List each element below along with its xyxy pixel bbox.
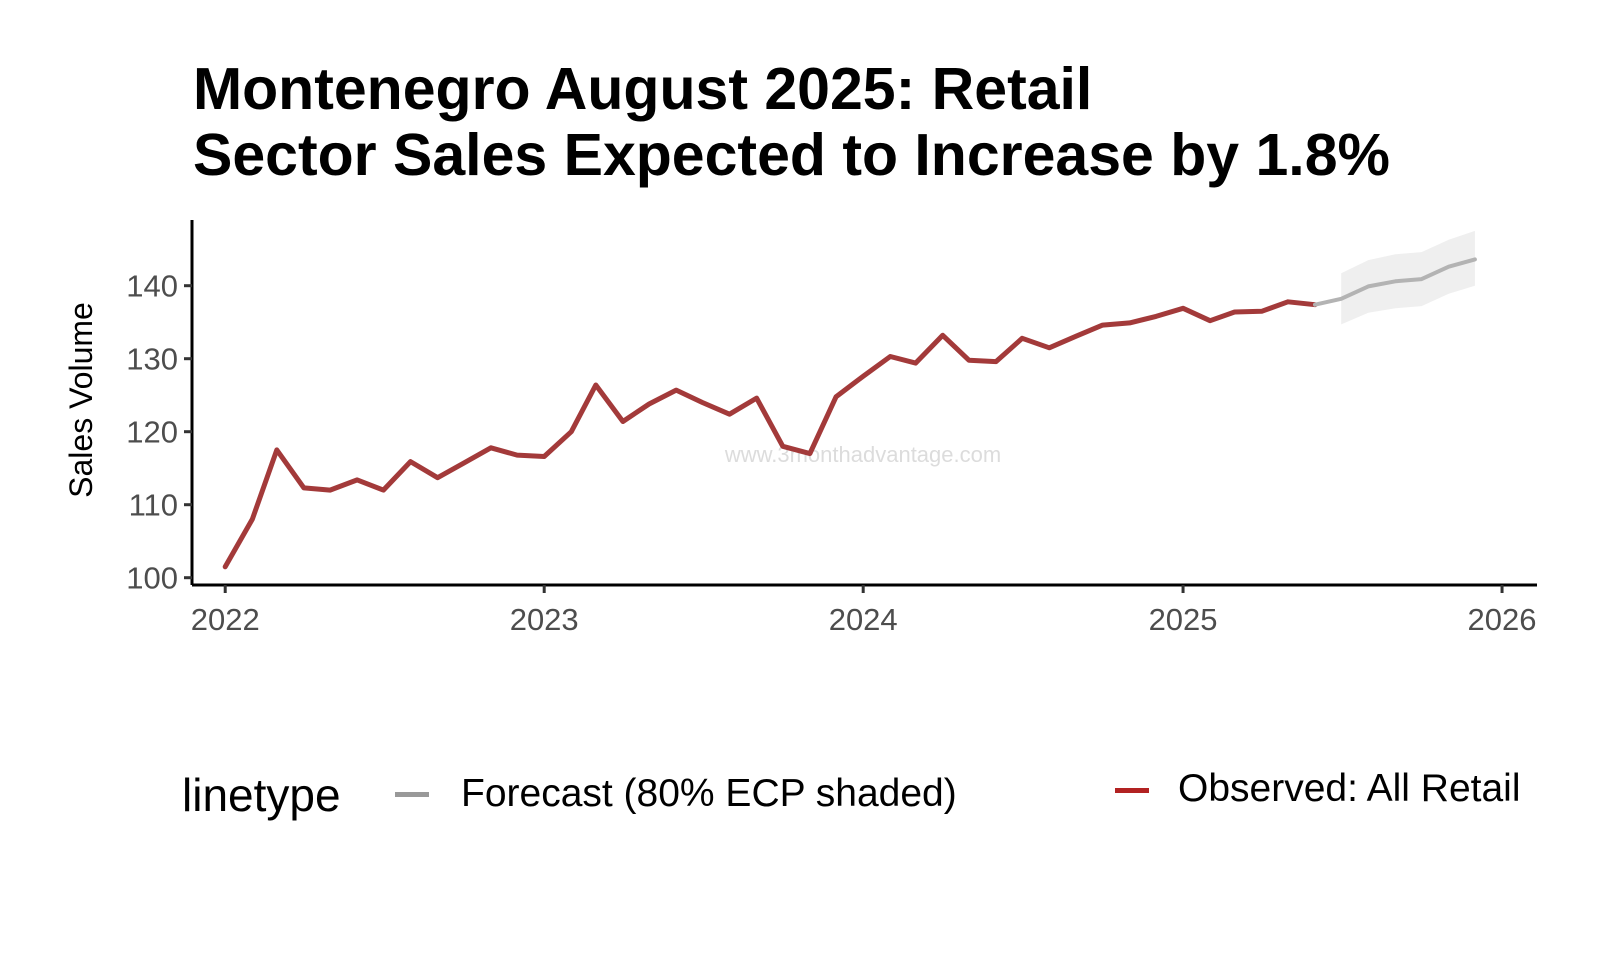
- series-layer: [222, 257, 1477, 570]
- y-tick-layer: 100 110 120 130 140: [126, 269, 192, 596]
- x-tick-label: 2023: [510, 602, 579, 637]
- legend-label-observed: Observed: All Retail: [1178, 767, 1521, 810]
- forecast-series-line: [1313, 257, 1477, 307]
- legend-label-forecast: Forecast (80% ECP shaded): [461, 772, 957, 815]
- x-tick-label: 2022: [191, 602, 260, 637]
- watermark: www.3monthadvantage.com: [724, 442, 1001, 467]
- legend-title: linetype: [182, 769, 341, 821]
- y-tick-label: 100: [126, 561, 178, 596]
- chart-title-line-1: Montenegro August 2025: Retail: [193, 56, 1093, 122]
- y-tick-label: 140: [126, 269, 178, 304]
- x-tick-layer: 2022 2023 2024 2025 2026: [191, 585, 1537, 637]
- legend: linetype Forecast (80% ECP shaded) Obser…: [0, 760, 1600, 830]
- y-tick-label: 120: [126, 415, 178, 450]
- forecast-band: [1341, 230, 1475, 325]
- y-tick-label: 130: [126, 342, 178, 377]
- chart-title-line-2: Sector Sales Expected to Increase by 1.8…: [193, 122, 1390, 188]
- legend-key-observed: [1115, 788, 1149, 793]
- x-tick-label: 2025: [1149, 602, 1218, 637]
- legend-key-forecast: [395, 792, 429, 797]
- x-tick-label: 2024: [829, 602, 898, 637]
- y-axis-label: Sales Volume: [63, 302, 99, 498]
- chart-title: Montenegro August 2025: Retail Sector Sa…: [193, 56, 1573, 188]
- y-tick-label: 110: [129, 488, 178, 523]
- observed-series-line: [222, 299, 1318, 570]
- x-tick-label: 2026: [1468, 602, 1537, 637]
- forecast-band-layer: [1341, 230, 1475, 325]
